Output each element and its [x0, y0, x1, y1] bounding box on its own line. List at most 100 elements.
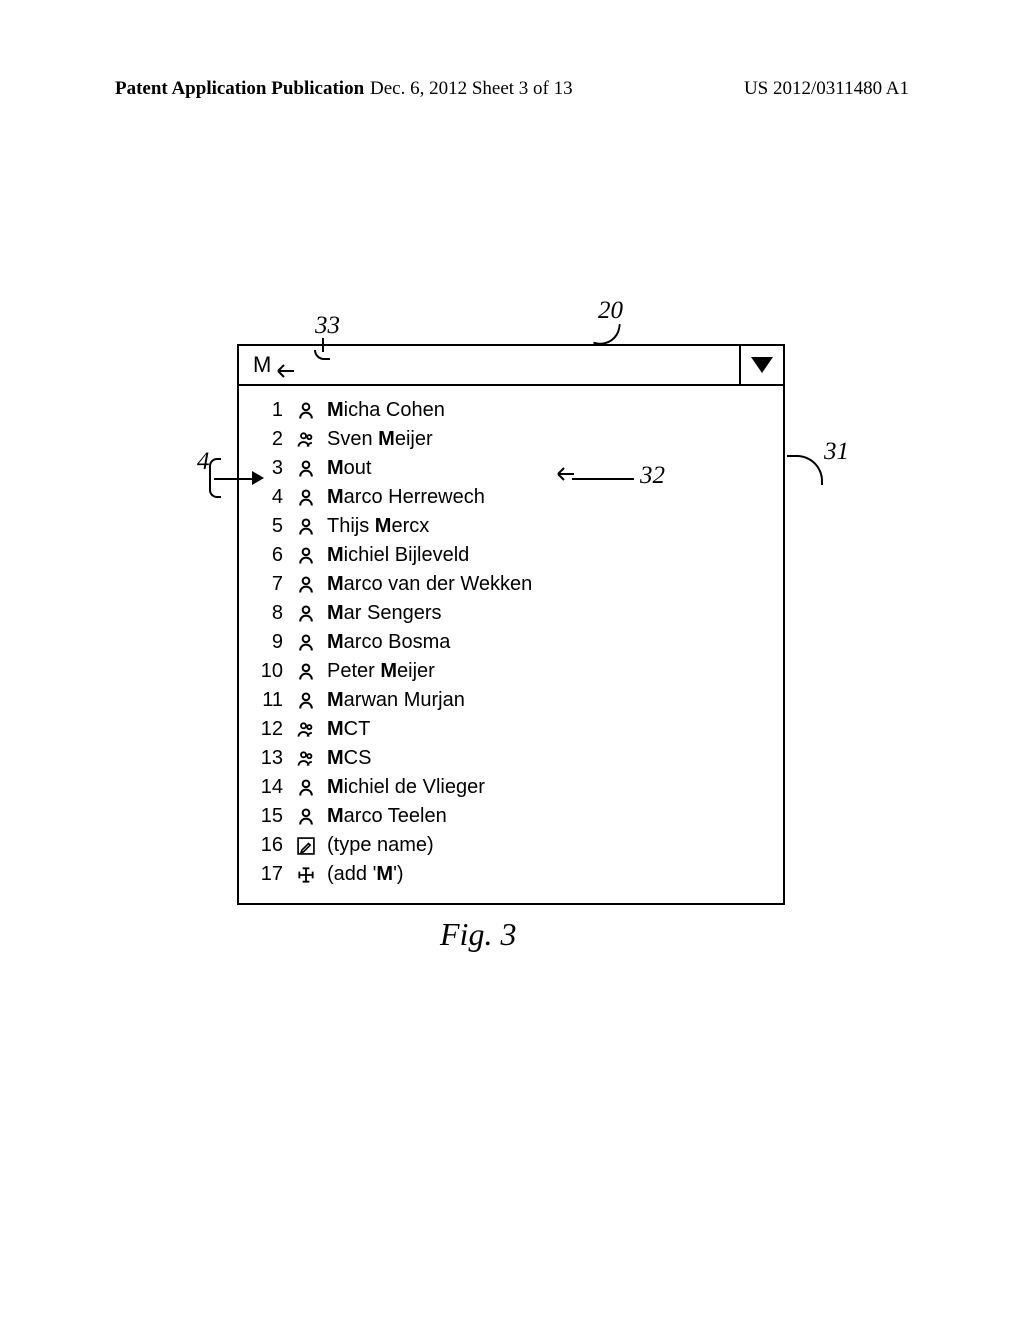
header-center: Dec. 6, 2012 Sheet 3 of 13: [370, 78, 573, 100]
label-bold: M: [327, 457, 344, 479]
suggestion-list[interactable]: 1Micha Cohen2Sven Meijer 3 Mout 4 Marco Herr…: [237, 386, 785, 905]
label-bold: M: [327, 544, 344, 566]
label-bold: M: [327, 399, 344, 421]
search-combobox[interactable]: M: [237, 344, 785, 386]
list-item-number: 17: [253, 863, 293, 886]
search-input-text: M: [239, 352, 271, 378]
list-item-number: 3: [253, 457, 293, 480]
list-item-number: 12: [253, 718, 293, 741]
label-post: eijer: [395, 428, 433, 450]
person-icon: [293, 604, 319, 624]
list-item-label: MCS: [319, 747, 371, 770]
list-item-number: 13: [253, 747, 293, 770]
label-bold: M: [327, 689, 344, 711]
person-icon: [293, 633, 319, 653]
person-icon: [293, 691, 319, 711]
label-bold: M: [327, 776, 344, 798]
label-pre: (type name): [327, 834, 434, 856]
list-item-label: MCT: [319, 718, 370, 741]
list-item[interactable]: 16(type name): [253, 831, 769, 860]
person-icon: [293, 459, 319, 479]
group-icon: [293, 430, 319, 450]
list-item-number: 8: [253, 602, 293, 625]
label-bold: M: [327, 805, 344, 827]
list-item-label: (add 'M'): [319, 863, 404, 886]
label-post: ichiel Bijleveld: [344, 544, 470, 566]
list-item-number: 11: [253, 689, 293, 712]
chevron-down-icon[interactable]: [751, 357, 773, 373]
label-post: ichiel de Vlieger: [344, 776, 485, 798]
list-item[interactable]: 3 Mout: [253, 454, 769, 483]
list-item[interactable]: 15Marco Teelen: [253, 802, 769, 831]
label-bold: M: [376, 863, 393, 885]
list-item[interactable]: 13 MCS: [253, 744, 769, 773]
label-pre: Thijs: [327, 515, 375, 537]
list-item[interactable]: 4 Marco Herrewech: [253, 483, 769, 512]
figure-area: M 1Micha Cohen2Sven Meijer 3 Mout 4 Marco He…: [237, 344, 785, 905]
list-item-label: Marco Teelen: [319, 805, 447, 828]
list-item-number: 7: [253, 573, 293, 596]
list-item-label: Michiel Bijleveld: [319, 544, 469, 567]
label-bold: M: [380, 660, 397, 682]
list-item[interactable]: 9Marco Bosma: [253, 628, 769, 657]
list-item[interactable]: 10 Peter Meijer: [253, 657, 769, 686]
label-post: CT: [344, 718, 371, 740]
list-item[interactable]: 6 Michiel Bijleveld: [253, 541, 769, 570]
figure-caption: Fig. 3: [440, 916, 516, 953]
label-post: ar Sengers: [344, 602, 442, 624]
label-post: out: [344, 457, 372, 479]
label-pre: Sven: [327, 428, 378, 450]
list-item-label: Mout: [319, 457, 371, 480]
label-pre: (add ': [327, 863, 376, 885]
list-item-label: Marwan Murjan: [319, 689, 465, 712]
list-item-number: 6: [253, 544, 293, 567]
label-bold: M: [375, 515, 392, 537]
header-right: US 2012/0311480 A1: [744, 78, 909, 100]
person-icon: [293, 575, 319, 595]
label-bold: M: [327, 718, 344, 740]
list-item-number: 9: [253, 631, 293, 654]
list-item-label: Michiel de Vlieger: [319, 776, 485, 799]
list-item-label: Mar Sengers: [319, 602, 442, 625]
list-item[interactable]: 7 Marco van der Wekken: [253, 570, 769, 599]
person-icon: [293, 807, 319, 827]
ref-label-4: 4: [197, 448, 210, 476]
label-bold: M: [327, 747, 344, 769]
group-icon: [293, 749, 319, 769]
list-item-number: 5: [253, 515, 293, 538]
list-item-label: (type name): [319, 834, 434, 857]
plus-icon: [293, 865, 319, 885]
list-item[interactable]: 17 (add 'M'): [253, 860, 769, 889]
person-icon: [293, 401, 319, 421]
list-item[interactable]: 2Sven Meijer: [253, 425, 769, 454]
person-icon: [293, 517, 319, 537]
group-icon: [293, 720, 319, 740]
list-item-label: Marco van der Wekken: [319, 573, 532, 596]
person-icon: [293, 778, 319, 798]
label-bold: M: [327, 486, 344, 508]
list-item[interactable]: 1Micha Cohen: [253, 396, 769, 425]
list-item[interactable]: 5 Thijs Mercx: [253, 512, 769, 541]
label-post: '): [393, 863, 403, 885]
list-item[interactable]: 8 Mar Sengers: [253, 599, 769, 628]
list-item-label: Peter Meijer: [319, 660, 435, 683]
list-item-label: Micha Cohen: [319, 399, 445, 422]
ref-label-33: 33: [315, 312, 340, 340]
list-item[interactable]: 11 Marwan Murjan: [253, 686, 769, 715]
list-item-label: Marco Herrewech: [319, 486, 485, 509]
person-icon: [293, 488, 319, 508]
label-bold: M: [327, 602, 344, 624]
person-icon: [293, 546, 319, 566]
label-post: arco van der Wekken: [344, 573, 533, 595]
list-item-number: 10: [253, 660, 293, 683]
divider: [739, 346, 741, 384]
label-post: ercx: [391, 515, 429, 537]
list-item-label: Sven Meijer: [319, 428, 433, 451]
leader-line: [787, 455, 823, 485]
list-item[interactable]: 12 MCT: [253, 715, 769, 744]
list-item[interactable]: 14Michiel de Vlieger: [253, 773, 769, 802]
ref-label-31: 31: [824, 438, 849, 466]
label-bold: M: [327, 631, 344, 653]
list-item-number: 4: [253, 486, 293, 509]
label-post: eijer: [397, 660, 435, 682]
